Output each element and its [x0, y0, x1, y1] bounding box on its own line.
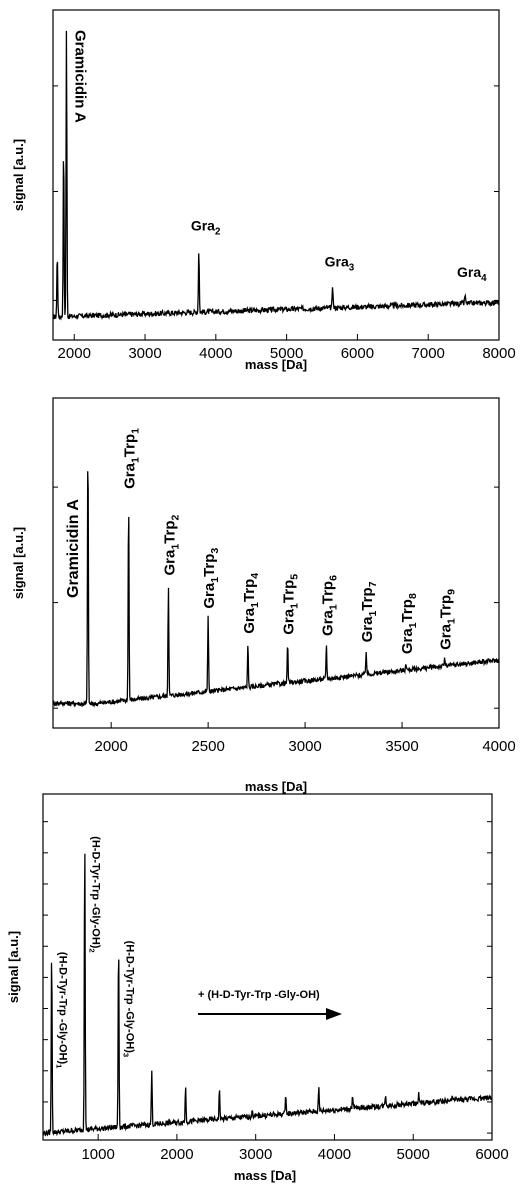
- panel-2: 2000 2500 3000 3500 4000 mass [Da] signal [a…: [11, 398, 516, 794]
- arrow-head-icon: [326, 1008, 342, 1020]
- panel-1: 2000300040005000600070008000 mass [Da] s…: [11, 10, 516, 372]
- y-ticks: [53, 86, 499, 301]
- x-tick-label: 6000: [475, 1146, 508, 1163]
- x-tick-label: 4000: [482, 738, 515, 755]
- peak-label: Gra1Trp3: [201, 548, 221, 609]
- x-tick-label: 2000: [58, 345, 91, 362]
- x-ticks: [111, 722, 499, 728]
- x-tick-label: 7000: [412, 345, 445, 362]
- plot-frame: [43, 794, 492, 1140]
- peak-label: Gra1Trp1: [122, 428, 142, 489]
- peak-label: Gra4: [457, 264, 487, 284]
- x-tick-label: 3500: [385, 738, 418, 755]
- x-tick-label: 5000: [397, 1146, 430, 1163]
- x-tick-label: 4000: [199, 345, 232, 362]
- spectrum-line: [53, 471, 499, 706]
- plot-frame: [53, 398, 499, 728]
- x-axis-label: mass [Da]: [245, 357, 307, 372]
- peak-label: (H-D-Tyr-Trp -Gly-OH)3: [122, 941, 136, 1058]
- peak-label: (H-D-Tyr-Trp -Gly-OH)2: [88, 836, 102, 953]
- x-tick-label: 2000: [160, 1146, 193, 1163]
- x-tick-label: 3000: [239, 1146, 272, 1163]
- y-axis-label: signal [a.u.]: [6, 931, 21, 1003]
- tick-labels: 2000 2500 3000 3500 4000: [94, 738, 515, 755]
- x-tick-label: 6000: [341, 345, 374, 362]
- peak-label: Gramicidin A: [71, 30, 88, 123]
- peak-label: Gra1Trp8: [399, 593, 419, 654]
- peak-label: Gra1Trp4: [241, 573, 261, 634]
- panel-3: 1000 2000 3000 4000 5000 6000 mass [Da] signa…: [6, 794, 509, 1183]
- tick-labels: 1000 2000 3000 4000 5000 6000: [81, 1146, 508, 1163]
- peak-annotations: Gramicidin A Gra2 Gra3 Gra4: [71, 30, 487, 284]
- x-axis-label: mass [Da]: [234, 1168, 296, 1183]
- x-axis-label: mass [Da]: [245, 779, 307, 794]
- x-tick-label: 8000: [482, 345, 515, 362]
- y-axis-label: signal [a.u.]: [11, 139, 26, 211]
- plot-frame: [53, 10, 499, 340]
- x-tick-label: 1000: [81, 1146, 114, 1163]
- peak-label: Gra1Trp7: [359, 581, 379, 642]
- peak-label: Gra1Trp5: [281, 574, 301, 635]
- x-tick-label: 3000: [288, 738, 321, 755]
- x-tick-label: 3000: [128, 345, 161, 362]
- y-ticks: [53, 487, 499, 708]
- peak-label: Gramicidin A: [65, 499, 82, 598]
- y-axis-label: signal [a.u.]: [11, 527, 26, 599]
- peak-label: Gra1Trp9: [438, 589, 458, 650]
- x-tick-label: 2500: [191, 738, 224, 755]
- peak-annotations: Gramicidin A Gra1Trp1 Gra1Trp2 Gra1Trp3 Gra1…: [65, 428, 458, 654]
- peak-label: Gra3: [325, 254, 355, 274]
- spectrum-line: [53, 31, 499, 319]
- y-ticks: [43, 822, 492, 1133]
- x-ticks: [98, 1134, 492, 1140]
- peak-label: (H-D-Tyr-Trp -Gly-OH)1: [55, 952, 69, 1069]
- x-tick-label: 2000: [94, 738, 127, 755]
- peak-label: Gra1Trp6: [319, 575, 339, 636]
- peak-label: Gra2: [191, 217, 221, 237]
- peak-label: Gra1Trp2: [161, 514, 181, 575]
- x-ticks: [74, 334, 499, 340]
- peak-annotations: (H-D-Tyr-Trp -Gly-OH)1 (H-D-Tyr-Trp -Gly-…: [55, 836, 136, 1069]
- x-tick-label: 4000: [318, 1146, 351, 1163]
- arrow-label: + (H-D-Tyr-Trp -Gly-OH): [198, 989, 320, 1001]
